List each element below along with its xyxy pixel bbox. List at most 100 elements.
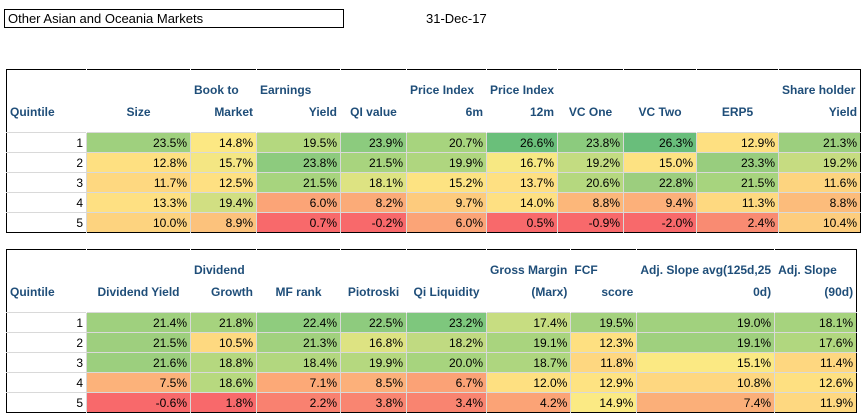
table-cell: 8.9% <box>190 212 257 233</box>
table-cell: 11.9% <box>774 392 857 413</box>
report-title: Other Asian and Oceania Markets <box>4 9 344 28</box>
table-1-header-row: Quintile Size Book to Market Earnings Yield … <box>6 69 861 133</box>
table-cell: -0.9% <box>557 212 624 233</box>
table-cell: 15.1% <box>636 352 775 373</box>
table-cell: 18.2% <box>406 332 487 353</box>
table-cell: 21.3% <box>778 132 861 153</box>
quintile-table-1: Quintile Size Book to Market Earnings Yield … <box>6 69 862 233</box>
table-row: 5 -0.6% 1.8% 2.2% 3.8% 3.4% 4.2% 14.9% 7.4% 11.9% <box>6 392 857 413</box>
table-2-header-col-4: Piotroski <box>340 249 407 313</box>
table-cell: 9.4% <box>623 192 697 213</box>
table-2-header-top-5 <box>410 259 483 281</box>
table-2-body: 1 21.4% 21.8% 22.4% 22.5% 23.2% 17.4% 19.5% 19.0… <box>6 312 857 413</box>
table-cell: 21.3% <box>256 332 341 353</box>
table-2-header-top-7: FCF <box>574 263 598 277</box>
table-1-header-bottom-0: Quintile <box>10 105 55 119</box>
table-cell: 22.4% <box>256 312 341 333</box>
table-2-header-bottom-4: Piotroski <box>347 285 400 299</box>
table-2-header-bottom-7: score <box>601 285 634 299</box>
quintile-label: 4 <box>6 192 87 213</box>
table-cell: 14.9% <box>570 392 637 413</box>
table-cell: 11.8% <box>570 352 637 373</box>
table-1-header-bottom-4: QI value <box>350 105 397 119</box>
table-cell: 20.7% <box>406 132 487 153</box>
table-cell: 8.5% <box>340 372 407 393</box>
quintile-label: 5 <box>6 392 87 413</box>
table-row: 1 23.5% 14.8% 19.5% 23.9% 20.7% 26.6% 23.8% 26.3… <box>6 132 861 153</box>
table-cell: 23.2% <box>406 312 487 333</box>
table-1-header-top-0 <box>10 79 83 101</box>
table-cell: 6.7% <box>406 372 487 393</box>
table-cell: 22.8% <box>623 172 697 193</box>
table-cell: 11.7% <box>86 172 191 193</box>
quintile-label: 1 <box>6 132 87 153</box>
table-cell: 12.8% <box>86 152 191 173</box>
table-cell: 19.5% <box>570 312 637 333</box>
table-2-header-bottom-3: MF rank <box>275 285 322 299</box>
table-cell: 19.1% <box>636 332 775 353</box>
table-cell: 18.1% <box>340 172 407 193</box>
table-2-header-col-7: FCF score <box>570 249 637 313</box>
table-cell: 19.0% <box>636 312 775 333</box>
table-row: 5 10.0% 8.9% 0.7% -0.2% 6.0% 0.5% -0.9% -2.0% 2.4… <box>6 212 861 233</box>
table-1-header-top-10: Share holder <box>782 83 856 97</box>
table-1-header-col-3: Earnings Yield <box>256 69 341 133</box>
table-2-header-row: Quintile Dividend Yield Dividend Growth MF… <box>6 249 857 313</box>
table-cell: 8.8% <box>778 192 861 213</box>
table-2-header-col-2: Dividend Growth <box>190 249 257 313</box>
table-cell: 14.0% <box>485 192 558 213</box>
table-cell: 12.9% <box>696 132 779 153</box>
table-1-header-col-8: VC Two <box>623 69 697 133</box>
table-cell: 10.5% <box>190 332 257 353</box>
table-cell: -2.0% <box>623 212 697 233</box>
table-cell: 26.3% <box>623 132 697 153</box>
table-cell: 6.0% <box>256 192 341 213</box>
table-cell: 7.5% <box>86 372 191 393</box>
table-cell: 15.0% <box>623 152 697 173</box>
table-cell: 12.6% <box>774 372 857 393</box>
table-2-header-top-6: Gross Margin <box>490 263 568 277</box>
table-cell: 2.2% <box>256 392 341 413</box>
table-1-header-bottom-5: 6m <box>465 105 483 119</box>
table-cell: 12.0% <box>485 372 571 393</box>
table-2-header-col-8: Adj. Slope avg(125d,25 0d) <box>636 249 775 313</box>
table-cell: 3.8% <box>340 392 407 413</box>
table-2-header-top-1 <box>90 259 187 281</box>
table-cell: 17.6% <box>774 332 857 353</box>
table-cell: 10.4% <box>778 212 861 233</box>
table-row: 4 7.5% 18.6% 7.1% 8.5% 6.7% 12.0% 12.9% 10.8% 12.… <box>6 372 857 393</box>
table-cell: 17.4% <box>485 312 571 333</box>
table-cell: 15.2% <box>406 172 487 193</box>
table-1-header-bottom-7: VC One <box>568 105 613 119</box>
table-1-header-top-6: Price Index <box>490 83 555 97</box>
table-cell: 16.7% <box>485 152 558 173</box>
table-cell: 22.5% <box>340 312 407 333</box>
report-date: 31-Dec-17 <box>426 11 487 26</box>
table-2-header-col-6: Gross Margin (Marx) <box>485 249 571 313</box>
table-row: 1 21.4% 21.8% 22.4% 22.5% 23.2% 17.4% 19.5% 19.0… <box>6 312 857 333</box>
table-1-header-top-5: Price Index <box>410 83 475 97</box>
table-cell: 10.0% <box>86 212 191 233</box>
table-1-header-bottom-3: Yield <box>308 105 337 119</box>
quintile-label: 4 <box>6 372 87 393</box>
table-cell: 13.7% <box>485 172 558 193</box>
table-cell: 21.4% <box>86 312 191 333</box>
table-1-header-col-5: Price Index 6m <box>406 69 487 133</box>
table-cell: 14.8% <box>190 132 257 153</box>
table-cell: 21.5% <box>340 152 407 173</box>
table-row: 4 13.3% 19.4% 6.0% 8.2% 9.7% 14.0% 8.8% 9.4% 11.3… <box>6 192 861 213</box>
table-2-header-bottom-8: 0d) <box>753 285 772 299</box>
table-cell: 23.8% <box>256 152 341 173</box>
table-cell: 18.6% <box>190 372 257 393</box>
quintile-label: 5 <box>6 212 87 233</box>
table-1-header-bottom-8: VC Two <box>638 105 682 119</box>
table-cell: 12.3% <box>570 332 637 353</box>
table-1-header-bottom-2: Market <box>214 105 253 119</box>
table-2-header-col-3: MF rank <box>256 249 341 313</box>
table-cell: 20.6% <box>557 172 624 193</box>
table-1-header-top-2: Book to <box>194 83 239 97</box>
table-cell: 19.2% <box>557 152 624 173</box>
table-cell: 21.5% <box>696 172 779 193</box>
table-cell: 20.0% <box>406 352 487 373</box>
table-cell: 1.8% <box>190 392 257 413</box>
